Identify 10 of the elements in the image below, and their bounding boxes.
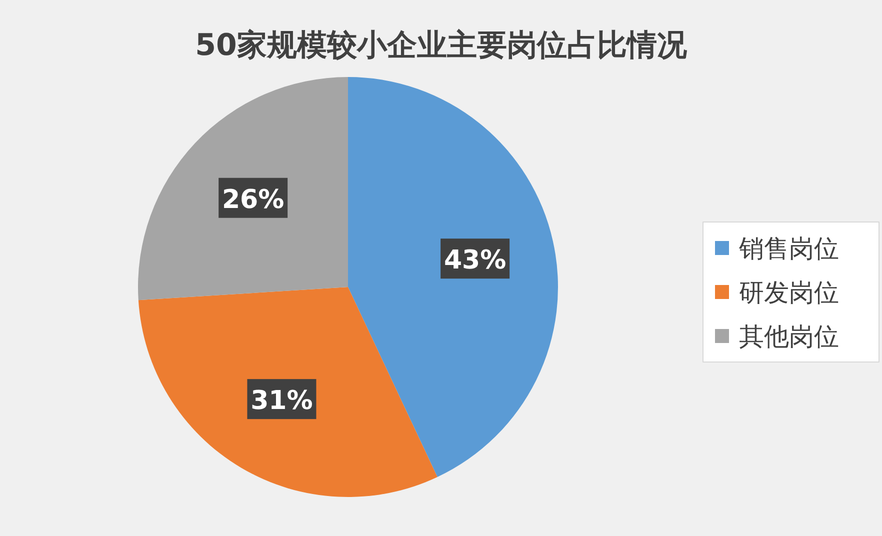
data-label: 26% bbox=[222, 184, 284, 215]
pie-slice bbox=[138, 287, 438, 497]
legend-label: 其他岗位 bbox=[739, 322, 839, 351]
chart-title: 50家规模较小企业主要岗位占比情况 bbox=[195, 28, 688, 63]
data-label: 43% bbox=[444, 246, 506, 276]
pie-slice bbox=[348, 77, 558, 478]
legend-label: 销售岗位 bbox=[738, 234, 839, 263]
data-label: 31% bbox=[250, 386, 313, 416]
pie-slice bbox=[138, 77, 348, 300]
legend-label: 研发岗位 bbox=[739, 278, 839, 307]
